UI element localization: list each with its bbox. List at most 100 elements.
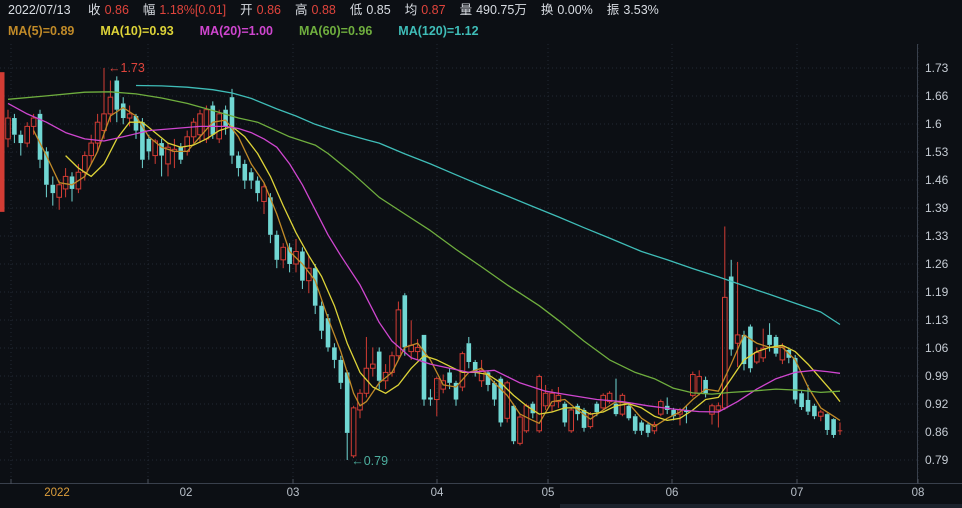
candle <box>792 354 798 404</box>
month-tick-label: 03 <box>286 487 300 499</box>
candle <box>812 403 817 420</box>
candle <box>517 414 523 446</box>
quote-field-label: 收 <box>88 3 101 17</box>
price-tick-label: 1.33 <box>925 229 949 243</box>
candle <box>664 397 670 415</box>
candle <box>773 334 779 357</box>
candle <box>421 334 427 406</box>
candle <box>530 401 536 419</box>
x-axis: 2022 02 03 04 05 06 07 08 <box>0 484 962 504</box>
price-tick-label: 1.13 <box>925 313 949 327</box>
period-high-annotation: ←1.73 <box>108 61 145 75</box>
candle <box>363 336 370 398</box>
candle <box>606 391 613 404</box>
candle <box>190 118 197 144</box>
price-tick-label: 0.99 <box>925 369 949 383</box>
price-tick-label: 1.39 <box>925 201 949 215</box>
quote-field-value: 0.86 <box>104 3 129 17</box>
candle <box>312 264 318 315</box>
candle <box>152 138 158 164</box>
candle <box>255 176 260 202</box>
month-tick-label: 04 <box>430 487 444 499</box>
axis-frame <box>0 44 962 484</box>
candle <box>715 402 722 428</box>
candle <box>236 151 241 177</box>
candle <box>268 193 273 244</box>
quote-header: 2022/07/13 收 0.86 幅 1.18%[0.01] 开 0.86 高 0.88 低 0… <box>8 0 659 20</box>
candle <box>600 393 607 410</box>
month-tick-label: 2022 <box>44 487 70 499</box>
candle <box>338 355 344 390</box>
candle <box>24 122 30 148</box>
candle <box>171 138 178 169</box>
month-tick-label: 06 <box>665 487 679 499</box>
quote-field-label: 振 <box>606 3 620 17</box>
price-tick-label: 1.46 <box>925 173 949 187</box>
candle <box>542 384 549 410</box>
candle <box>44 147 49 198</box>
candle <box>12 113 17 144</box>
candles-layer <box>5 68 843 460</box>
price-tick-label: 0.92 <box>925 397 949 411</box>
quote-field-label: 高 <box>295 3 308 17</box>
candle <box>274 230 280 269</box>
quote-field-label: 均 <box>404 3 418 17</box>
month-tick-label: 05 <box>541 487 555 499</box>
candle <box>5 109 11 148</box>
chart-canvas[interactable]: ←1.73 ←0.79 1.73 1.66 1.6 1.53 1.46 1.39 1.33 1.2… <box>0 44 962 484</box>
quote-field-value: 490.75万 <box>476 3 527 17</box>
candle <box>165 143 171 177</box>
quote-field-value: 1.18%[0.01] <box>159 3 227 17</box>
candle <box>344 370 350 460</box>
candle <box>741 330 747 371</box>
month-tick-label: 08 <box>911 487 925 499</box>
quote-field-value: 0.00% <box>557 3 593 17</box>
gridlines <box>0 44 919 483</box>
candle <box>690 371 696 398</box>
candle <box>818 409 824 422</box>
candle <box>50 176 56 206</box>
candle <box>56 180 63 210</box>
candle <box>319 301 324 340</box>
candle <box>831 418 836 438</box>
candle <box>466 336 472 369</box>
candle <box>696 370 703 396</box>
quote-field-label: 开 <box>240 3 253 17</box>
price-tick-label: 1.06 <box>925 341 949 355</box>
candle <box>837 422 843 435</box>
quote-date: 2022/07/13 <box>8 3 71 17</box>
candle <box>370 347 376 377</box>
candle <box>498 376 504 427</box>
candle <box>575 403 580 421</box>
candle <box>767 323 772 352</box>
candle <box>632 414 638 435</box>
ma-line-MA60 <box>7 91 841 395</box>
candle <box>645 422 651 438</box>
candle <box>332 343 337 369</box>
candle <box>280 243 286 269</box>
candle <box>300 247 305 290</box>
candle <box>511 403 516 445</box>
candle <box>293 238 299 273</box>
candle <box>562 401 568 427</box>
candle <box>504 380 510 423</box>
candle <box>555 387 562 408</box>
timeline-scrollbar[interactable] <box>560 504 962 508</box>
price-tick-label: 1.26 <box>925 257 949 271</box>
candle <box>734 261 741 368</box>
candlestick-chart[interactable]: ←1.73 ←0.79 1.73 1.66 1.6 1.53 1.46 1.39 1.33 1.2… <box>0 44 962 484</box>
ma-line-MA20 <box>7 102 841 413</box>
price-tick-label: 1.19 <box>925 285 949 299</box>
ma-legend-item: MA(120)=1.12 <box>398 24 479 38</box>
candle <box>428 389 433 406</box>
quote-field-value: 0.86 <box>256 3 281 17</box>
candle <box>37 109 43 169</box>
candle <box>120 97 126 125</box>
candle <box>69 172 75 202</box>
candle <box>613 378 619 417</box>
quote-field-label: 幅 <box>142 3 156 17</box>
candle <box>709 403 715 425</box>
quote-field-label: 换 <box>540 3 554 17</box>
candle <box>824 413 830 435</box>
